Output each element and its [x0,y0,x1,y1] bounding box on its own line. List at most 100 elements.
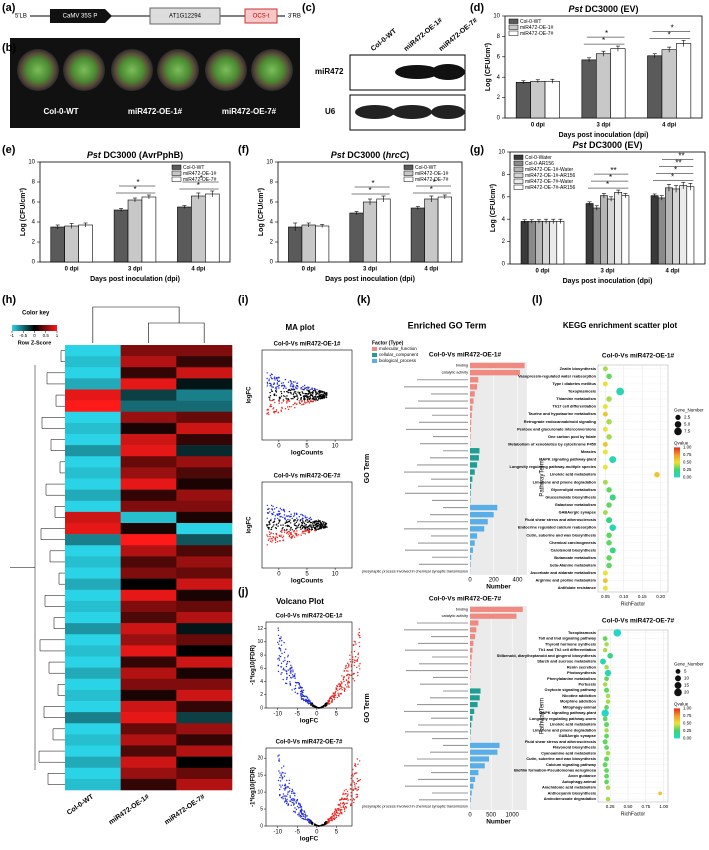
panel-label: (a) [2,2,16,14]
point [306,524,307,525]
bar [470,476,472,481]
point [277,642,278,643]
y-tick-label: One carbon pool by folate [548,434,597,439]
point [351,782,352,783]
point [303,399,304,400]
point [308,699,309,700]
point [355,656,356,657]
point [276,524,277,525]
point [289,675,290,676]
y-tick-label: 10 [257,639,263,645]
point [304,397,305,398]
point [329,700,330,701]
heatmap-cell [65,401,121,412]
point [603,510,608,515]
point [302,528,303,529]
significance-label: ** [610,166,616,175]
point [284,773,285,774]
point [603,716,608,721]
bar [470,750,497,755]
point [288,389,289,390]
point [607,653,613,659]
point [359,635,360,636]
point [331,701,332,702]
point [294,524,295,525]
y-axis-label: logFC [247,386,253,404]
point [281,776,282,777]
panel-heading: KEGG enrichment scatter plot [563,321,678,330]
point [346,799,347,800]
y-tick-label: 4 [270,220,274,226]
point [277,518,278,519]
point [356,661,357,662]
point [281,666,282,667]
legend-swatch [514,179,523,184]
y-tick-label: Starch and sucrose metabolism [537,659,596,664]
point [274,411,275,412]
point [297,519,298,520]
heatmap-cell [176,734,232,745]
heatmap-cell [176,612,232,623]
point [283,679,284,680]
point [291,689,292,690]
point [285,519,286,520]
point [271,406,272,407]
point [277,380,278,381]
point [343,802,344,803]
point [323,523,324,524]
title-part: Pst [568,4,583,14]
point [275,536,276,537]
heatmap-cell [176,634,232,645]
point [279,758,280,759]
point [318,396,319,397]
y-tick-label: Nicotine addiction [562,693,596,698]
point [297,806,298,807]
point [604,705,609,710]
point [290,795,291,796]
bar [128,200,142,262]
y-tick-label: 20 [257,756,263,762]
size-key-label: 5 [684,669,687,674]
point [334,818,335,819]
point [299,685,300,686]
panel-label: (c) [302,2,316,14]
point [301,522,302,523]
point [286,800,287,801]
point [339,799,340,800]
point [354,799,355,800]
y-tick-label: Taurine and hypotaurine metabolism [528,411,596,416]
y-tick-label: presynaptic process involved in chemical… [362,805,468,809]
point [302,518,303,519]
y-tick-label: GABAergic synapse [559,510,597,515]
point [300,526,301,527]
point [344,690,345,691]
point [299,403,300,404]
bar [470,777,475,782]
heatmap-cell [121,501,177,512]
point [281,402,282,403]
point [298,814,299,815]
point [605,670,611,676]
heatmap-cell [121,479,177,490]
heatmap-cell [65,746,121,757]
x-axis-label: logFC [300,836,319,843]
point [278,760,279,761]
y-axis-label: Log (CFU/cm²) [485,43,492,91]
point [341,675,342,676]
point [284,396,285,397]
bar [528,221,535,264]
y-tick-label: Chemical carcinogenesis [549,540,596,545]
point [304,528,305,529]
y-tick-label: Linoleic acid metabolism [550,722,597,727]
point [304,810,305,811]
point [283,669,284,670]
point [277,658,278,659]
x-axis-label: logCounts [291,450,324,457]
point [356,790,357,791]
point [295,528,296,529]
title-part: Pst [331,150,346,160]
point [299,683,300,684]
point [286,402,287,403]
point [613,629,621,637]
point [322,825,323,826]
